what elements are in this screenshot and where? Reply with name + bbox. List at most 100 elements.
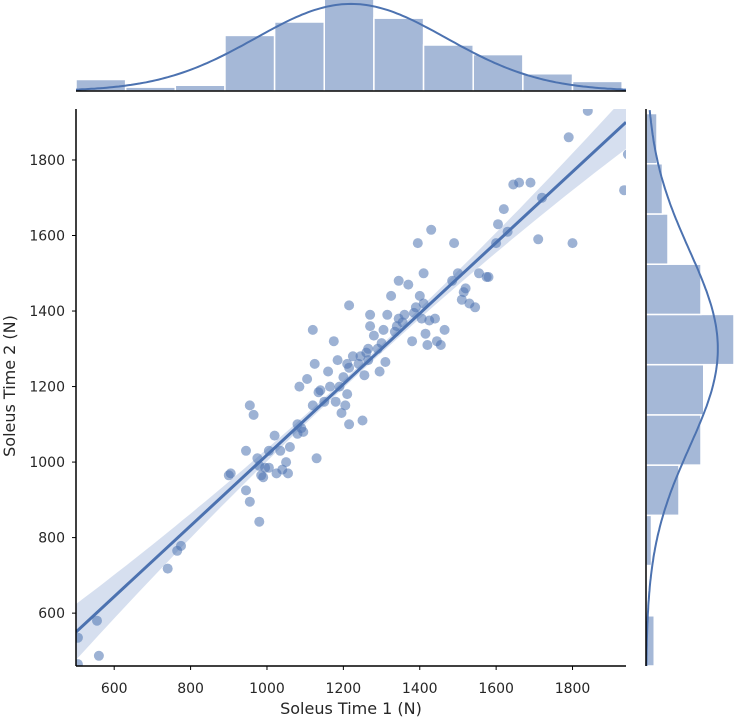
scatter-point (493, 219, 503, 230)
main-plot-area (76, 109, 626, 666)
scatter-point (449, 238, 460, 249)
scatter-point (283, 468, 293, 479)
scatter-point (359, 370, 370, 381)
y-tick-label: 1000 (29, 455, 65, 471)
scatter-point (281, 457, 292, 468)
scatter-point (380, 357, 391, 367)
scatter-point (332, 355, 343, 366)
scatter-point (344, 362, 355, 373)
scatter-point (474, 268, 484, 279)
scatter-point (407, 336, 418, 347)
scatter-point (412, 238, 423, 249)
top-histogram-bar (224, 34, 276, 92)
y-axis-label: Soleus Time 2 (N) (0, 315, 19, 457)
scatter-point (483, 272, 494, 282)
scatter-point (269, 430, 280, 441)
scatter-point (176, 540, 186, 551)
scatter-point (248, 409, 259, 420)
y-tick-label: 600 (38, 606, 65, 622)
scatter-point (254, 516, 265, 527)
top-kde-curve (75, 2, 627, 91)
scatter-point (284, 442, 295, 452)
scatter-point (533, 234, 544, 245)
scatter-point (76, 632, 83, 643)
scatter-point (263, 445, 274, 456)
y-tick-label: 1600 (29, 229, 65, 245)
scatter-point (336, 408, 347, 418)
main-scatter-panel (76, 109, 626, 666)
x-tick-label: 1600 (478, 681, 514, 697)
scatter-point (420, 328, 431, 339)
scatter-point (241, 445, 251, 456)
top-histogram-bar (422, 44, 474, 92)
scatter-point (498, 204, 509, 215)
scatter-point (298, 426, 309, 437)
scatter-point (393, 275, 404, 286)
scatter-point (368, 330, 379, 341)
scatter-point (93, 650, 104, 661)
scatter-point (263, 462, 274, 473)
x-tick-label: 600 (101, 681, 128, 697)
y-tick-label: 800 (38, 531, 65, 547)
scatter-point (365, 321, 376, 332)
right-histogram-bar (645, 363, 705, 416)
scatter-point (309, 358, 320, 369)
scatter-point (426, 224, 437, 235)
scatter-point (435, 340, 446, 350)
x-tick-label: 1400 (402, 681, 438, 697)
scatter-point (225, 468, 236, 479)
top-histogram-bar (373, 17, 425, 92)
scatter-point (567, 238, 578, 249)
scatter-point (378, 324, 389, 335)
x-tick-label: 800 (177, 681, 204, 697)
scatter-point (363, 343, 374, 354)
scatter-point (244, 496, 255, 507)
scatter-point (563, 132, 574, 143)
scatter-point (344, 419, 355, 430)
scatter-point (357, 415, 368, 426)
scatter-point (460, 283, 471, 294)
x-tick-label: 1000 (249, 681, 285, 697)
right-histogram-bar (645, 213, 669, 265)
scatter-point (347, 351, 358, 362)
scatter-point (374, 366, 385, 377)
y-tick-label: 1800 (29, 153, 65, 169)
scatter-point (302, 374, 313, 384)
scatter-point (422, 340, 433, 350)
top-histogram-bar (323, 0, 375, 92)
x-tick-label: 1800 (555, 681, 591, 697)
regression-confidence-band (76, 109, 626, 660)
scatter-point (525, 177, 536, 188)
scatter-point (258, 472, 269, 483)
x-axis-label: Soleus Time 1 (N) (280, 699, 422, 718)
scatter-point (338, 372, 349, 383)
scatter-point (307, 324, 318, 335)
scatter-point (403, 279, 414, 290)
scatter-point (241, 485, 251, 496)
scatter-point (514, 177, 525, 188)
y-tick-label: 1200 (29, 380, 65, 396)
scatter-point (622, 149, 626, 159)
scatter-point (470, 302, 481, 313)
scatter-point (439, 324, 450, 335)
right-histogram-bar (645, 263, 702, 316)
scatter-point (294, 381, 305, 392)
regression-line (76, 121, 626, 634)
scatter-point (447, 275, 458, 286)
right-histogram-bar (645, 514, 653, 567)
x-tick-label: 1200 (326, 681, 362, 697)
scatter-point (311, 453, 322, 464)
scatter-point (365, 309, 376, 320)
scatter-point (456, 294, 467, 305)
scatter-point (414, 290, 425, 301)
scatter-point (76, 659, 83, 666)
scatter-point (342, 389, 353, 400)
scatter-point (330, 396, 341, 407)
scatter-point (619, 185, 626, 196)
right-histogram-bar (645, 464, 680, 517)
right-histogram-bar (645, 313, 734, 366)
scatter-point (582, 109, 593, 116)
scatter-point (537, 192, 547, 203)
scatter-point (325, 381, 335, 392)
